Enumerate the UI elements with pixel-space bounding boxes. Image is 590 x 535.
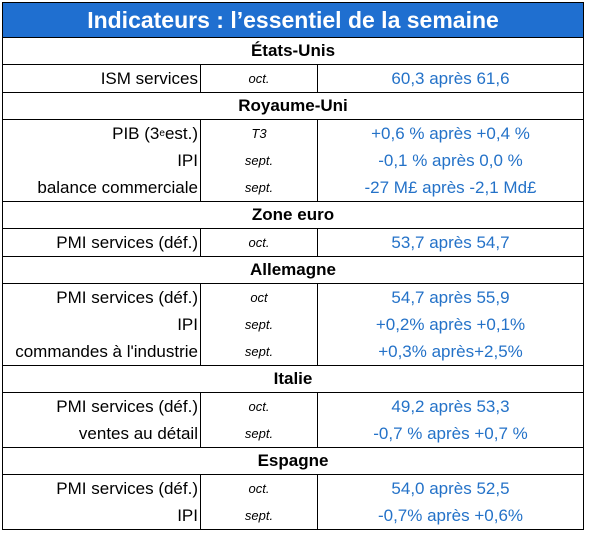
region-header: États-Unis [3,38,583,65]
region-rows: ISM services oct. 60,3 après 61,6 [3,65,583,93]
period-cell: sept. [200,147,317,174]
indicator-label: ventes au détail [78,423,198,443]
period-cell: oct. [200,393,317,420]
table-row: ISM services oct. 60,3 après 61,6 [3,65,583,92]
period-cell: sept. [200,338,317,365]
region-header: Allemagne [3,257,583,284]
period-cell: sept. [200,311,317,338]
indicator-cell: ventes au détail [3,420,200,447]
indicator-cell: IPI [3,311,200,338]
table-row: PMI services (déf.) oct. 54,0 après 52,5 [3,475,583,502]
region-header: Espagne [3,448,583,475]
region-rows: PMI services (déf.) oct. 54,0 après 52,5 IP… [3,475,583,529]
indicator-label: PMI services (déf.) [56,287,198,307]
indicator-cell: IPI [3,502,200,529]
indicator-cell: commandes à l'industrie [3,338,200,365]
indicator-cell: ISM services [3,65,200,92]
indicator-cell: balance commerciale [3,174,200,201]
indicators-table: Indicateurs : l’essentiel de la semaine … [2,2,584,530]
indicator-label: PMI services (déf.) [56,478,198,498]
indicator-cell: PMI services (déf.) [3,284,200,311]
value-cell: +0,6 % après +0,4 % [317,120,583,147]
value-cell: 60,3 après 61,6 [317,65,583,92]
table-row: ventes au détail sept. -0,7 % après +0,7 % [3,420,583,447]
indicator-label: balance commerciale [37,177,198,197]
region-header: Royaume-Uni [3,93,583,120]
indicator-label-tail: est.) [164,123,198,143]
table-row: PMI services (déf.) oct 54,7 après 55,9 [3,284,583,311]
value-cell: 54,0 après 52,5 [317,475,583,502]
indicator-label: IPI [177,150,198,170]
indicator-cell: PIB (3 e est.) [3,120,200,147]
region-header: Zone euro [3,202,583,229]
period-cell: oct. [200,229,317,256]
indicator-label: PIB (3 [112,123,160,143]
period-cell: sept. [200,420,317,447]
indicator-cell: PMI services (déf.) [3,229,200,256]
period-cell: oct [200,284,317,311]
region-rows: PMI services (déf.) oct. 53,7 après 54,7 [3,229,583,257]
indicator-cell: PMI services (déf.) [3,393,200,420]
table-title: Indicateurs : l’essentiel de la semaine [3,3,583,38]
table-row: commandes à l'industrie sept. +0,3% après+… [3,338,583,365]
table-row: PMI services (déf.) oct. 49,2 après 53,3 [3,393,583,420]
table-row: balance commerciale sept. -27 M£ après -2,… [3,174,583,201]
table-body: États-Unis ISM services oct. 60,3 après 61,… [3,38,583,529]
indicator-label: IPI [177,314,198,334]
region-rows: PMI services (déf.) oct. 49,2 après 53,3 ve… [3,393,583,448]
indicator-superscript: e [159,128,165,139]
value-cell: 53,7 après 54,7 [317,229,583,256]
indicator-label: PMI services (déf.) [56,396,198,416]
indicator-cell: PMI services (déf.) [3,475,200,502]
period-cell: oct. [200,475,317,502]
period-cell: T3 [200,120,317,147]
value-cell: -27 M£ après -2,1 Md£ [317,174,583,201]
region-rows: PIB (3 e est.) T3 +0,6 % après +0,4 % IPI sep… [3,120,583,202]
value-cell: -0,1 % après 0,0 % [317,147,583,174]
value-cell: 49,2 après 53,3 [317,393,583,420]
indicator-cell: IPI [3,147,200,174]
region-rows: PMI services (déf.) oct 54,7 après 55,9 IPI… [3,284,583,366]
value-cell: 54,7 après 55,9 [317,284,583,311]
region-header: Italie [3,366,583,393]
value-cell: -0,7 % après +0,7 % [317,420,583,447]
indicator-label: ISM services [100,68,198,88]
table-row: IPI sept. -0,1 % après 0,0 % [3,147,583,174]
value-cell: +0,2% après +0,1% [317,311,583,338]
value-cell: +0,3% après+2,5% [317,338,583,365]
table-row: PMI services (déf.) oct. 53,7 après 54,7 [3,229,583,256]
period-cell: oct. [200,65,317,92]
table-row: PIB (3 e est.) T3 +0,6 % après +0,4 % [3,120,583,147]
table-row: IPI sept. -0,7% après +0,6% [3,502,583,529]
period-cell: sept. [200,174,317,201]
indicator-label: commandes à l'industrie [15,341,198,361]
table-row: IPI sept. +0,2% après +0,1% [3,311,583,338]
value-cell: -0,7% après +0,6% [317,502,583,529]
period-cell: sept. [200,502,317,529]
indicator-label: PMI services (déf.) [56,232,198,252]
indicator-label: IPI [177,505,198,525]
